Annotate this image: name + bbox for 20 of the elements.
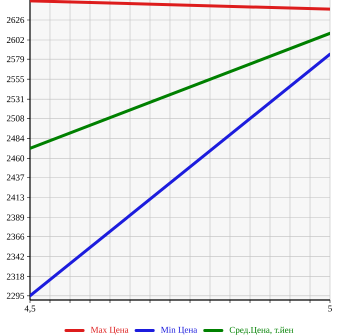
y-tick-label: 2626 [6, 16, 24, 24]
x-tick-label: 5 [328, 306, 332, 312]
y-tick-label: 2366 [6, 234, 24, 240]
legend-label: Max Цена [90, 326, 129, 335]
y-tick-label: 2342 [6, 254, 24, 260]
y-tick-label: 2531 [6, 96, 24, 102]
y-tick-label: 2318 [6, 274, 24, 280]
legend-label: Сред.Цена, т.йен [230, 326, 294, 335]
y-tick-label: 2413 [6, 194, 24, 201]
legend-label: Min Цена [160, 326, 198, 335]
y-tick-label: 2508 [6, 115, 24, 122]
y-tick-label: 2295 [6, 292, 24, 299]
y-tick-label: 2437 [6, 174, 24, 181]
y-tick-label: 2602 [6, 36, 24, 44]
y-tick-label: 2555 [6, 76, 24, 82]
y-tick-label: 2579 [6, 56, 24, 62]
y-tick-label: 2460 [6, 155, 24, 162]
y-tick-label: 2484 [6, 135, 24, 142]
y-tick-label: 2389 [6, 214, 24, 221]
x-tick-label: 4,5 [24, 306, 36, 313]
